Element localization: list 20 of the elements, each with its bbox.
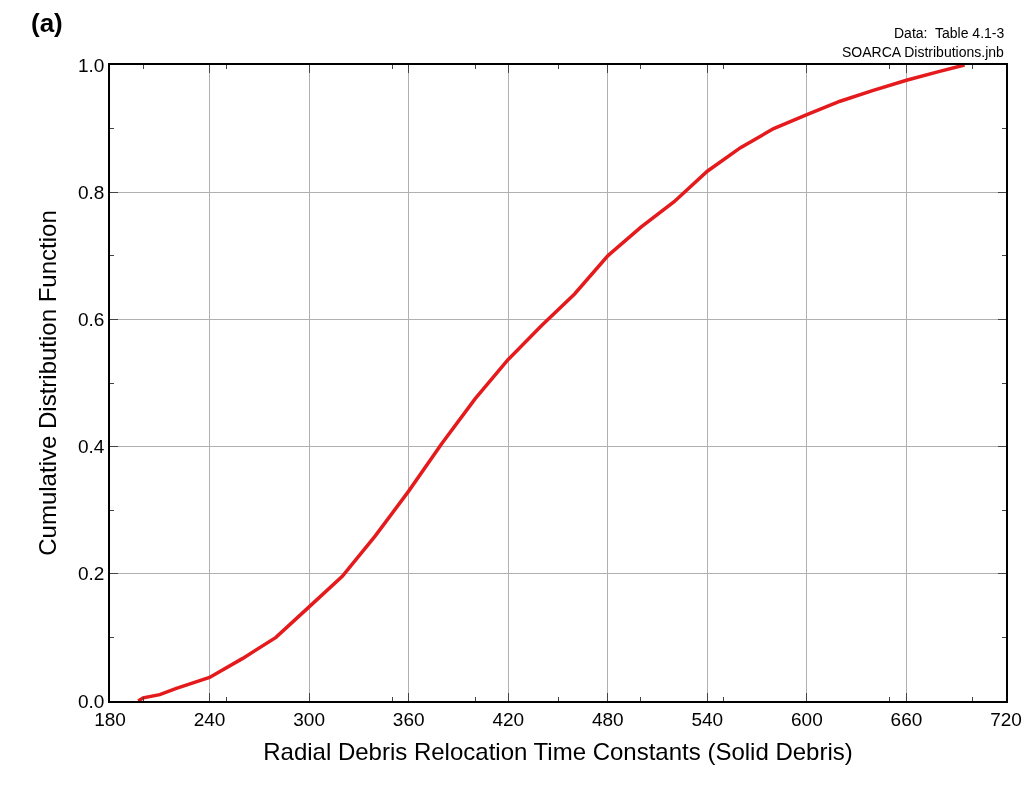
x-tick-label: 720 xyxy=(990,708,1022,730)
x-tick-label: 480 xyxy=(591,708,624,730)
y-tick-label: 0.2 xyxy=(78,563,105,585)
x-tick-label: 660 xyxy=(890,708,923,730)
text: Data: Table 4.1-3 xyxy=(894,25,1005,41)
x-tick-label: 240 xyxy=(193,708,226,730)
x-tick-label: 360 xyxy=(392,708,425,730)
y-tick-label: 1.0 xyxy=(78,54,105,76)
y-tick-label: 0.4 xyxy=(78,436,105,458)
x-tick-label: 600 xyxy=(791,708,823,730)
x-tick-label: 300 xyxy=(293,708,325,730)
x-tick-label: 540 xyxy=(691,708,724,730)
x-axis-title: Radial Debris Relocation Time Constants (Solid Debris) xyxy=(263,738,853,766)
line-series xyxy=(136,65,967,701)
y-tick-label: 0.6 xyxy=(78,309,105,331)
y-axis-title: Cumulative Distribution Function xyxy=(33,210,61,556)
text: SOARCA Distributions.jnb xyxy=(842,44,1005,60)
chart-title: (a) xyxy=(31,8,63,38)
y-tick-label: 0.8 xyxy=(78,181,105,203)
x-tick-label: 420 xyxy=(492,708,525,730)
